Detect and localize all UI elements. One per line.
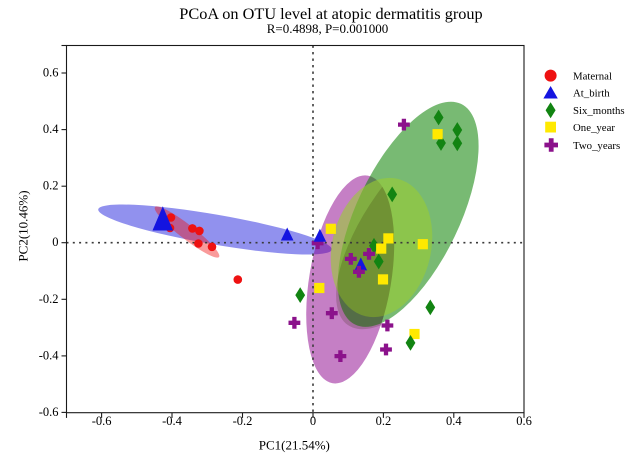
svg-text:-0.2: -0.2 [39,292,59,306]
svg-text:0.4: 0.4 [446,414,462,428]
svg-text:R=0.4898, P=0.001000: R=0.4898, P=0.001000 [267,21,389,36]
svg-text:PCoA on OTU level at atopic de: PCoA on OTU level at atopic dermatitis g… [179,4,482,23]
svg-text:-0.6: -0.6 [39,405,59,419]
svg-text:-0.4: -0.4 [162,414,183,428]
svg-text:PC1(21.54%): PC1(21.54%) [259,438,330,453]
svg-text:At_birth: At_birth [573,88,610,100]
svg-text:Two_years: Two_years [573,140,620,152]
svg-text:0.6: 0.6 [516,414,532,428]
svg-text:0: 0 [310,414,316,428]
svg-text:0.4: 0.4 [43,122,59,136]
svg-text:-0.4: -0.4 [39,348,60,362]
svg-text:0: 0 [52,235,58,249]
svg-text:PC2(10.46%): PC2(10.46%) [16,190,31,261]
svg-text:0.6: 0.6 [43,66,59,80]
svg-text:Maternal: Maternal [573,71,612,83]
svg-text:0.2: 0.2 [43,179,59,193]
svg-text:One_year: One_year [573,122,615,134]
svg-text:-0.2: -0.2 [233,414,253,428]
svg-text:0.2: 0.2 [376,414,392,428]
svg-text:-0.6: -0.6 [92,414,112,428]
svg-text:Six_months: Six_months [573,105,625,117]
